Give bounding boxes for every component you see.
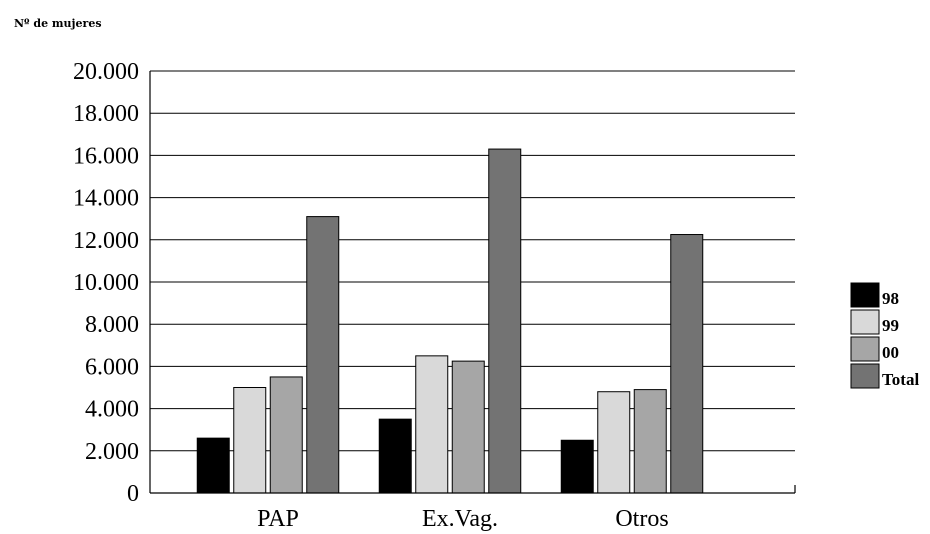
legend-label: 00: [882, 343, 899, 362]
y-tick-label: 10.000: [73, 270, 139, 296]
category-label: Otros: [615, 506, 668, 532]
bar-98-2: [560, 439, 594, 494]
bar-00-0: [269, 376, 303, 494]
axes: [149, 71, 796, 494]
y-tick-label: 14.000: [73, 186, 139, 212]
y-tick-label: 20.000: [73, 59, 139, 85]
legend: 98 99 00 Total: [850, 282, 919, 389]
y-tick-label: 8.000: [85, 312, 139, 338]
bar-99-1: [415, 355, 449, 494]
bar-00-1: [451, 360, 485, 494]
y-tick-label: 6.000: [85, 354, 139, 380]
y-tick-label: 0: [127, 481, 139, 507]
y-tick-label: 4.000: [85, 397, 139, 423]
bar-total-0: [306, 216, 340, 494]
y-tick-label: 2.000: [85, 439, 139, 465]
bar-98-0: [196, 437, 230, 494]
legend-swatch: [850, 336, 880, 362]
legend-label: Total: [882, 370, 919, 389]
legend-swatch: [850, 309, 880, 335]
legend-label: 98: [882, 289, 899, 308]
legend-swatch: [850, 282, 880, 308]
bar-98-1: [378, 418, 412, 494]
y-tick-labels: 0 2.000 4.000 6.000 8.000 10.000 12.000 14.000 1…: [73, 59, 139, 507]
bar-99-2: [597, 391, 631, 494]
y-axis-label: Nº de mujeres: [14, 17, 102, 30]
bar-99-0: [233, 387, 267, 494]
category-label: PAP: [257, 506, 299, 532]
bar-total-2: [670, 234, 704, 494]
bars: [196, 148, 704, 494]
legend-swatch: [850, 363, 880, 389]
bar-total-1: [488, 148, 522, 494]
category-labels: PAP Ex.Vag. Otros: [257, 506, 669, 532]
y-tick-label: 12.000: [73, 228, 139, 254]
bar-00-2: [633, 389, 667, 494]
y-tick-label: 16.000: [73, 143, 139, 169]
y-tick-label: 18.000: [73, 101, 139, 127]
category-label: Ex.Vag.: [422, 506, 498, 532]
legend-label: 99: [882, 316, 899, 335]
